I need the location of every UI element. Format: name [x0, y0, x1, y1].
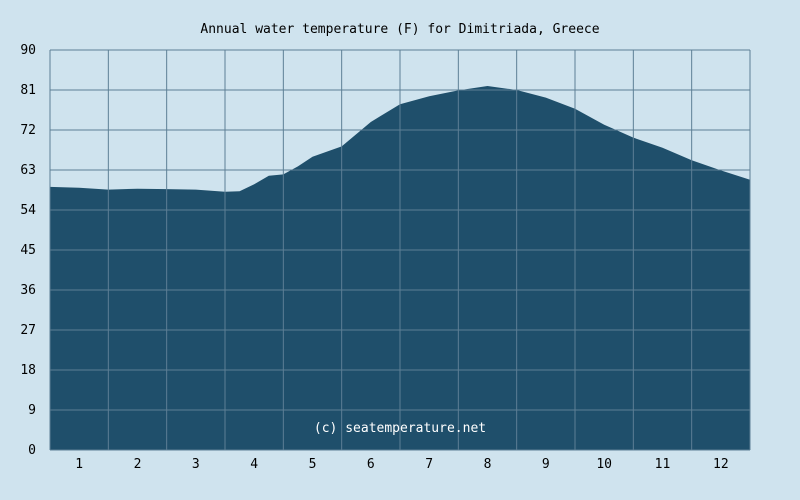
y-tick-label: 36	[20, 283, 36, 298]
copyright-watermark: (c) seatemperature.net	[314, 421, 486, 436]
x-tick-label: 8	[484, 457, 492, 472]
y-tick-label: 72	[20, 123, 36, 138]
y-tick-label: 90	[20, 43, 36, 58]
y-tick-label: 63	[20, 163, 36, 178]
x-tick-label: 7	[425, 457, 433, 472]
y-tick-label: 81	[20, 83, 36, 98]
x-tick-label: 12	[713, 457, 729, 472]
x-tick-label: 5	[309, 457, 317, 472]
x-tick-label: 1	[75, 457, 83, 472]
y-tick-label: 27	[20, 323, 36, 338]
y-tick-label: 54	[20, 203, 36, 218]
x-tick-label: 9	[542, 457, 550, 472]
y-tick-label: 45	[20, 243, 36, 258]
x-tick-label: 3	[192, 457, 200, 472]
x-tick-label: 2	[134, 457, 142, 472]
x-tick-label: 11	[655, 457, 671, 472]
y-tick-label: 9	[28, 403, 36, 418]
chart-title: Annual water temperature (F) for Dimitri…	[200, 22, 599, 37]
x-tick-label: 10	[596, 457, 612, 472]
y-tick-label: 0	[28, 443, 36, 458]
x-tick-label: 4	[250, 457, 258, 472]
x-tick-label: 6	[367, 457, 375, 472]
y-tick-label: 18	[20, 363, 36, 378]
